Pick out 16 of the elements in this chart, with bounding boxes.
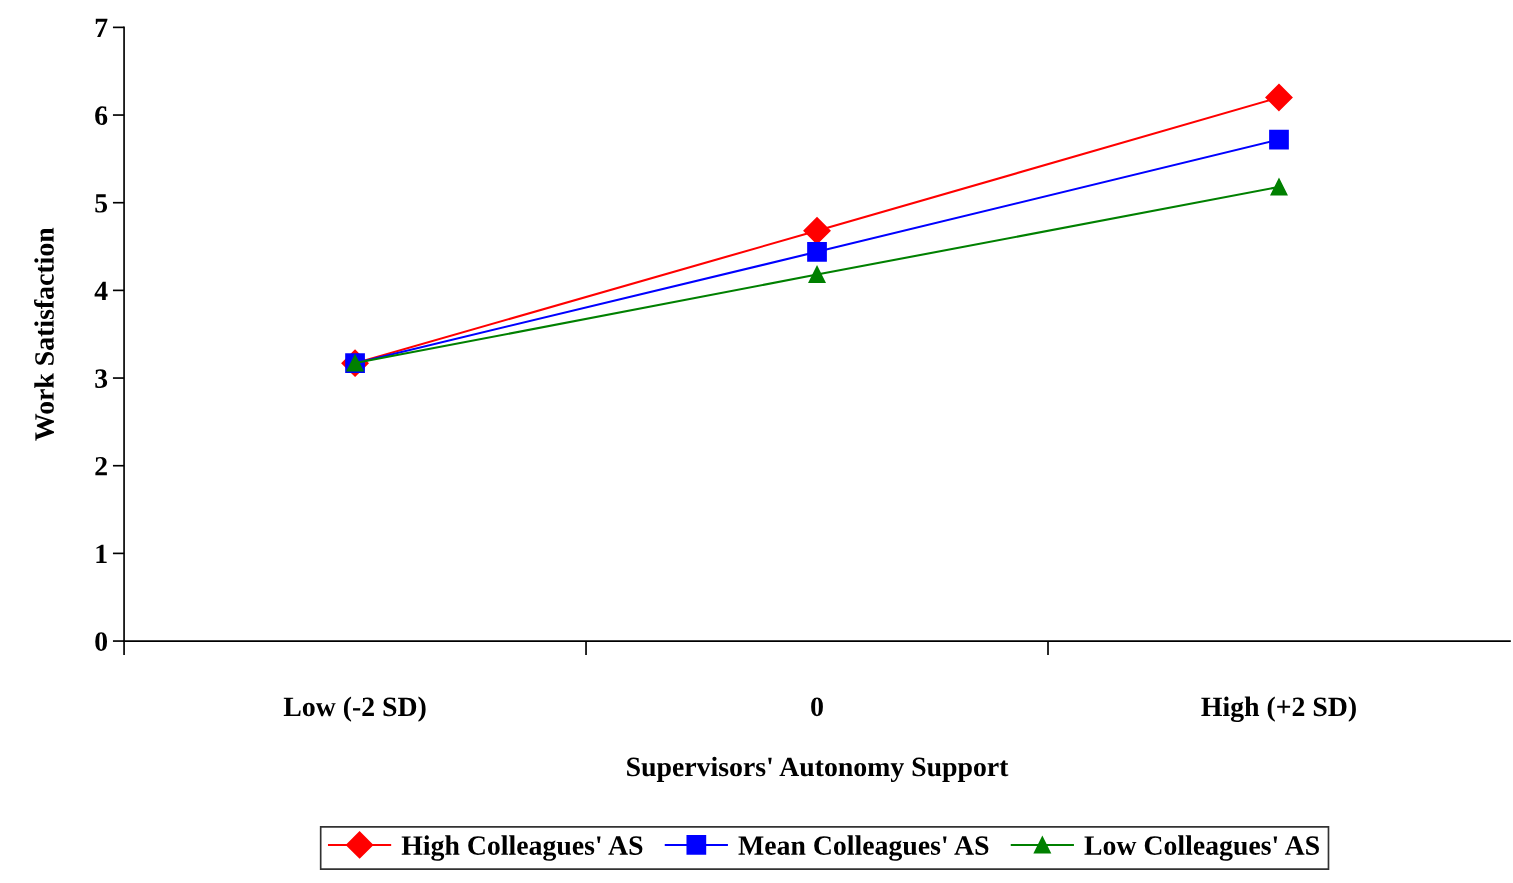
x-tick-label: High (+2 SD) — [1201, 696, 1356, 723]
x-tick-label: Low (-2 SD) — [283, 696, 426, 722]
y-tick-label: 2 — [95, 456, 107, 476]
y-tick-label: 1 — [96, 544, 107, 564]
y-tick-label: 5 — [95, 194, 108, 213]
x-axis-title: Supervisors' Autonomy Support — [627, 756, 1009, 783]
legend-label: Low Colleagues' AS — [1084, 835, 1319, 861]
y-axis-title: Work Satisfaction — [34, 227, 54, 441]
y-tick-label: 7 — [95, 18, 108, 38]
y-tick-label: 4 — [94, 281, 108, 301]
y-tick-label: 6 — [95, 106, 108, 125]
x-tick-label: 0 — [811, 697, 823, 717]
legend-label: High Colleagues' AS — [401, 835, 643, 861]
y-tick-label: 3 — [95, 369, 108, 388]
y-tick-label: 0 — [95, 632, 108, 651]
legend-label: Mean Colleagues' AS — [738, 835, 989, 861]
